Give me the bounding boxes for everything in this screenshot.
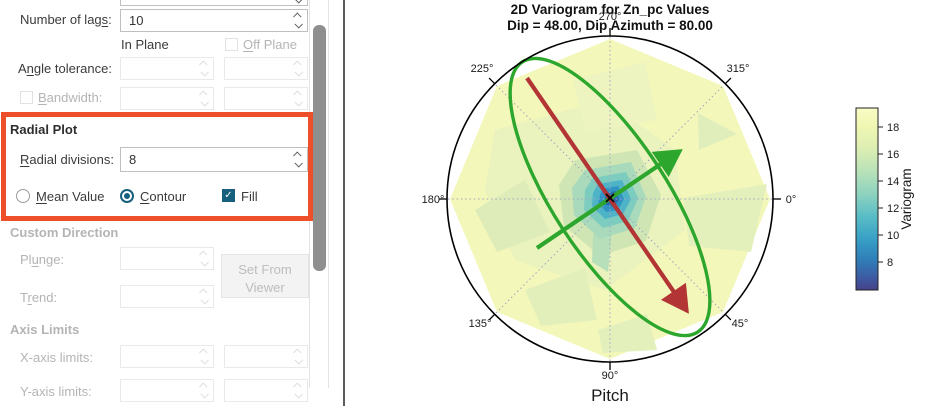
colorbar-tick-16: 16 bbox=[887, 149, 899, 161]
angle-label-180: 180° bbox=[422, 194, 445, 206]
spinner-buttons[interactable] bbox=[289, 10, 307, 31]
spinner-buttons bbox=[289, 88, 307, 109]
y-axis-min-spinbox bbox=[120, 379, 214, 402]
angle-tolerance-off-plane-input bbox=[225, 61, 289, 76]
colorbar-tick-10: 10 bbox=[887, 230, 899, 242]
trend-input bbox=[121, 289, 195, 304]
colorbar-tick-12: 12 bbox=[887, 203, 899, 215]
colorbar: 18 16 14 12 10 8 Variogram bbox=[855, 107, 914, 291]
x-axis-min-input bbox=[121, 349, 195, 364]
trend-spinbox bbox=[120, 285, 214, 308]
bandwidth-in-plane-input bbox=[121, 91, 195, 106]
angle-label-315: 315° bbox=[727, 63, 750, 75]
panel-divider bbox=[343, 0, 345, 406]
spinner-buttons bbox=[195, 286, 213, 307]
angle-tolerance-label: Angle tolerance: bbox=[18, 61, 112, 76]
plot-subtitle: Dip = 48.00, Dip Azimuth = 80.00 bbox=[507, 18, 713, 33]
contour-radio[interactable] bbox=[120, 189, 134, 203]
spinner-buttons bbox=[289, 380, 307, 401]
radial-divisions-input[interactable] bbox=[121, 152, 289, 167]
panel-scrollbar-track[interactable] bbox=[309, 0, 329, 388]
in-plane-label: In Plane bbox=[121, 37, 169, 52]
angle-tolerance-off-plane-spinbox bbox=[224, 57, 308, 80]
colorbar-tick-14: 14 bbox=[887, 176, 899, 188]
pitch-axis-label: Pitch bbox=[591, 386, 629, 405]
bandwidth-off-plane-input bbox=[225, 91, 289, 106]
off-plane-checkbox bbox=[225, 38, 238, 51]
bandwidth-in-plane-spinbox bbox=[120, 87, 214, 110]
mean-value-radio[interactable] bbox=[16, 189, 30, 203]
colorbar-tick-18: 18 bbox=[887, 122, 899, 134]
spinner-buttons bbox=[195, 248, 213, 269]
radial-plot-heading: Radial Plot bbox=[10, 122, 78, 137]
angle-label-45: 45° bbox=[732, 318, 749, 330]
custom-direction-heading: Custom Direction bbox=[10, 225, 119, 240]
angle-label-225: 225° bbox=[471, 63, 494, 75]
polar-variogram-figure: 270° 0° 45° 90° 135° 180° 225° 315° 2D V… bbox=[422, 2, 914, 405]
spinbox-partial-top[interactable] bbox=[120, 0, 308, 6]
bandwidth-label: Bandwidth: bbox=[38, 90, 103, 105]
fill-checkbox[interactable]: ✓ bbox=[222, 189, 235, 202]
x-axis-limits-label: X-axis limits: bbox=[20, 350, 93, 365]
settings-panel: Number of lags: In Plane Off Plane Angle… bbox=[0, 0, 345, 406]
spinner-buttons bbox=[289, 58, 307, 79]
spinner-buttons bbox=[195, 58, 213, 79]
radial-divisions-spinbox[interactable] bbox=[120, 147, 308, 172]
x-axis-min-spinbox bbox=[120, 345, 214, 368]
plunge-spinbox bbox=[120, 247, 214, 270]
panel-scrollbar-handle[interactable] bbox=[313, 25, 326, 271]
angle-tolerance-in-plane-spinbox bbox=[120, 57, 214, 80]
partial-input[interactable] bbox=[121, 0, 289, 3]
y-axis-min-input bbox=[121, 383, 195, 398]
angle-label-0: 0° bbox=[786, 194, 797, 206]
angle-label-270: 270° bbox=[599, 11, 622, 23]
bandwidth-off-plane-spinbox bbox=[224, 87, 308, 110]
radial-divisions-label: Radial divisions: bbox=[20, 152, 114, 167]
center-marker bbox=[605, 193, 615, 203]
number-of-lags-input[interactable] bbox=[121, 13, 289, 28]
angle-tolerance-in-plane-input bbox=[121, 61, 195, 76]
off-plane-label: Off Plane bbox=[243, 37, 297, 52]
contour-label[interactable]: Contour bbox=[140, 189, 187, 204]
angle-label-135: 135° bbox=[469, 318, 492, 330]
trend-label: Trend: bbox=[20, 290, 58, 305]
spinner-buttons bbox=[195, 346, 213, 367]
colorbar-axis-label: Variogram bbox=[899, 168, 914, 229]
axis-limits-heading: Axis Limits bbox=[10, 322, 80, 337]
spinner-buttons bbox=[289, 346, 307, 367]
x-axis-max-spinbox bbox=[224, 345, 308, 368]
y-axis-max-input bbox=[225, 383, 289, 398]
bandwidth-checkbox bbox=[20, 91, 33, 104]
angle-tick-marks bbox=[439, 28, 781, 370]
number-of-lags-label: Number of lags: bbox=[20, 12, 112, 27]
colorbar-tick-8: 8 bbox=[887, 257, 893, 269]
y-axis-limits-label: Y-axis limits: bbox=[20, 384, 92, 399]
fill-label[interactable]: Fill bbox=[241, 189, 258, 204]
spinner-buttons[interactable] bbox=[289, 0, 307, 5]
spinner-buttons[interactable] bbox=[289, 148, 307, 171]
y-axis-max-spinbox bbox=[224, 379, 308, 402]
number-of-lags-spinbox[interactable] bbox=[120, 9, 308, 32]
plot-title: 2D Variogram for Zn_pc Values bbox=[511, 2, 710, 17]
spinner-buttons bbox=[195, 88, 213, 109]
angle-label-90: 90° bbox=[602, 370, 619, 382]
set-from-viewer-button: Set From Viewer bbox=[221, 254, 309, 298]
plunge-input bbox=[121, 251, 195, 266]
colorbar-tick-marks bbox=[878, 126, 883, 263]
spinner-buttons bbox=[195, 380, 213, 401]
plunge-label: Plunge: bbox=[20, 252, 65, 267]
x-axis-max-input bbox=[225, 349, 289, 364]
variogram-plot-area: 270° 0° 45° 90° 135° 180° 225° 315° 2D V… bbox=[345, 0, 948, 406]
mean-value-label[interactable]: Mean Value bbox=[36, 189, 105, 204]
